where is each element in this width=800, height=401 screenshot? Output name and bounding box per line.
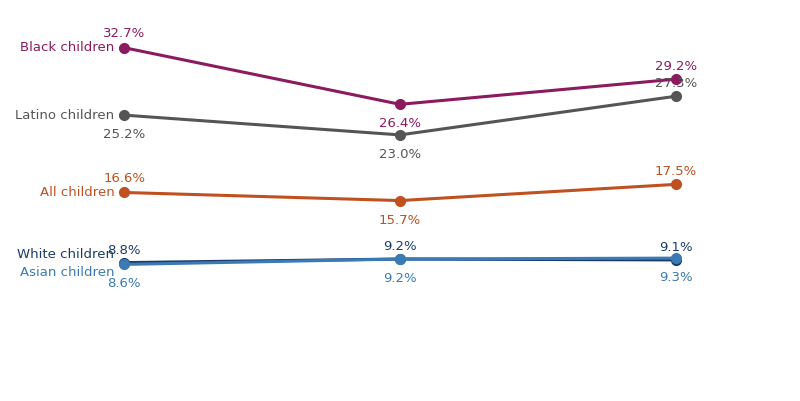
Text: White children: White children <box>18 248 114 261</box>
Text: 17.5%: 17.5% <box>654 165 697 178</box>
Text: 9.1%: 9.1% <box>659 241 693 254</box>
Text: 9.2%: 9.2% <box>383 240 417 253</box>
Text: 9.3%: 9.3% <box>659 271 693 284</box>
Text: 26.4%: 26.4% <box>379 117 421 130</box>
Text: 15.7%: 15.7% <box>379 213 421 227</box>
Text: 27.3%: 27.3% <box>654 77 697 90</box>
Text: All children: All children <box>40 186 114 199</box>
Text: 16.6%: 16.6% <box>103 172 145 185</box>
Text: 2: 2 <box>13 344 32 372</box>
Text: 23.0%: 23.0% <box>379 148 421 161</box>
Text: 29.2%: 29.2% <box>654 60 697 73</box>
Text: 25.2%: 25.2% <box>103 128 146 141</box>
Text: 32.7%: 32.7% <box>103 27 146 40</box>
Text: Latino children: Latino children <box>15 109 114 122</box>
Text: 9.2%: 9.2% <box>383 272 417 285</box>
Text: Child Poverty Increased Nationally During COVID: Child Poverty Increased Nationally Durin… <box>60 348 634 368</box>
Text: Black children: Black children <box>20 41 114 54</box>
Text: Asian children: Asian children <box>20 266 114 279</box>
Text: 8.6%: 8.6% <box>107 277 141 290</box>
Text: 8.8%: 8.8% <box>107 244 141 257</box>
